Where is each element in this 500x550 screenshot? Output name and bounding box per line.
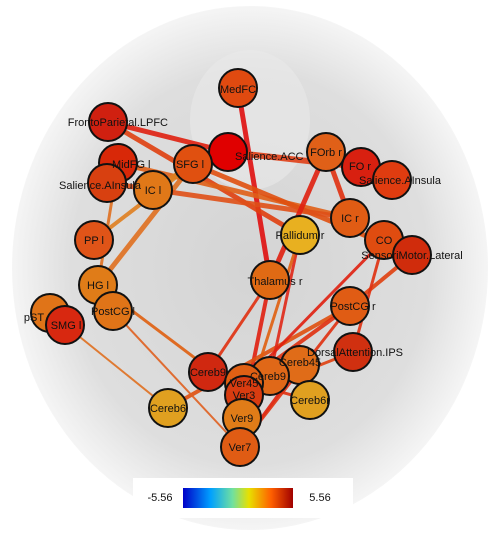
node-label: CO: [376, 235, 393, 247]
node-label: Cereb6r: [290, 395, 330, 407]
node: [372, 160, 412, 200]
node-label: SensoriMotor.Lateral: [361, 250, 463, 262]
node-label: Salience.AInsula: [59, 180, 142, 192]
node-label: Cereb6: [150, 403, 186, 415]
node-label: Cereb9: [250, 371, 286, 383]
edge: [96, 162, 195, 287]
colorbar: [183, 488, 293, 508]
node-label: FOrb r: [310, 147, 342, 159]
node: [220, 427, 260, 467]
node-label: Ver7: [229, 442, 252, 454]
node-label: SFG l: [176, 159, 204, 171]
node: [133, 170, 173, 210]
node-label: FrontoParietal.LPFC: [68, 117, 168, 129]
node: [218, 68, 258, 108]
node: [306, 132, 346, 172]
node: [74, 220, 114, 260]
node-label: FO r: [349, 161, 371, 173]
node: [290, 380, 330, 420]
node-label: DorsalAttention.IPS: [307, 347, 403, 359]
node-label: Cereb45: [279, 357, 321, 369]
node-label: IC r: [341, 213, 359, 225]
node-label: MedFC: [220, 84, 256, 96]
node: [250, 260, 290, 300]
node-label: Ver3: [233, 390, 256, 402]
node-label: Pallidum r: [276, 230, 325, 242]
node-label: PostCG l: [91, 306, 135, 318]
node: [88, 102, 128, 142]
node-label: Ver9: [231, 413, 254, 425]
edge: [64, 324, 169, 409]
node: [45, 305, 85, 345]
node: [333, 332, 373, 372]
colorbar-min: -5.56: [147, 492, 172, 504]
node: [280, 215, 320, 255]
colorbar-max: 5.56: [309, 492, 330, 504]
node: [392, 235, 432, 275]
node: [148, 388, 188, 428]
node-label: Salience.AInsula: [359, 175, 442, 187]
node-label: Ver45: [230, 378, 259, 390]
edge: [112, 310, 241, 448]
edge: [167, 304, 351, 410]
node: [188, 352, 228, 392]
node-label: IC l: [145, 185, 162, 197]
node-label: HG l: [87, 280, 109, 292]
node: [173, 144, 213, 184]
node-label: Cereb9: [190, 367, 226, 379]
node-label: SMG l: [51, 320, 82, 332]
node-label: Salience.ACC: [235, 151, 304, 163]
node-label: PP l: [84, 235, 104, 247]
node-label: PostCG r: [330, 301, 376, 313]
edge: [235, 87, 273, 281]
edge: [107, 119, 229, 155]
node: [330, 198, 370, 238]
node-label: Thalamus r: [247, 276, 302, 288]
node-label: pST: [24, 312, 44, 324]
node: [330, 286, 370, 326]
node-label: MidFG l: [112, 159, 151, 171]
node: [93, 291, 133, 331]
node: [87, 163, 127, 203]
